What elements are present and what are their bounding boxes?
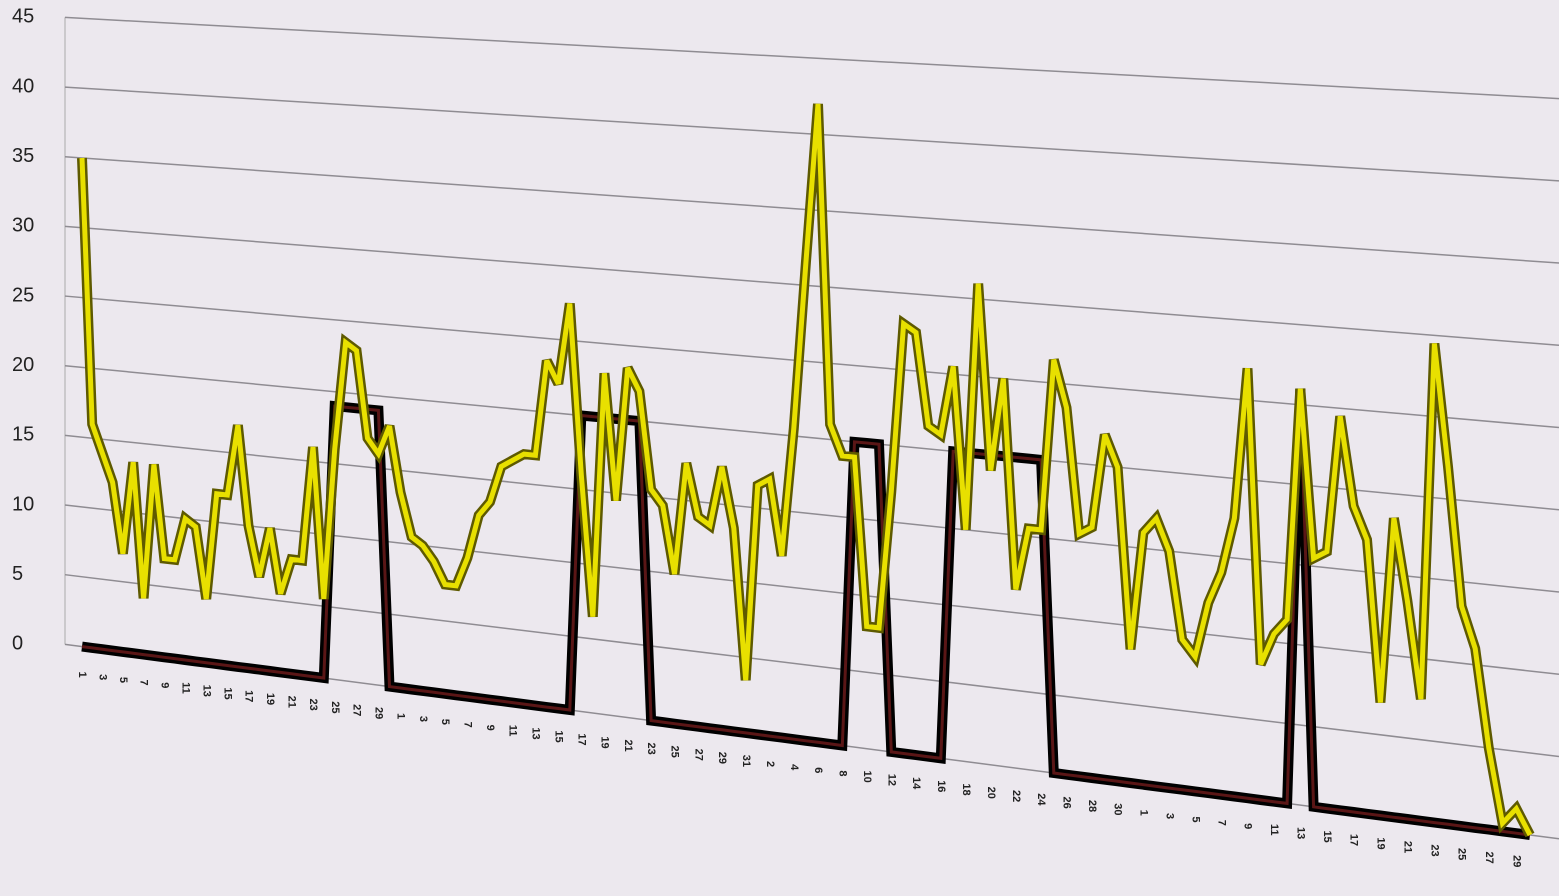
- x-tick-label: 4: [788, 764, 800, 771]
- x-tick-label: 18: [960, 783, 972, 795]
- x-tick-label: 7: [462, 722, 474, 728]
- x-tick-label: 29: [716, 752, 728, 764]
- x-tick-label: 27: [1483, 852, 1495, 864]
- x-tick-label: 27: [692, 749, 704, 761]
- x-tick-label: 23: [1428, 844, 1440, 856]
- x-tick-label: 30: [1112, 803, 1124, 815]
- x-tick-label: 17: [243, 690, 255, 702]
- x-tick-label: 1: [1137, 810, 1149, 816]
- x-tick-label: 5: [1189, 816, 1201, 822]
- x-tick-label: 3: [1163, 813, 1175, 819]
- x-tick-label: 13: [529, 727, 541, 739]
- y-tick-label: 35: [12, 145, 34, 167]
- x-tick-label: 1: [395, 713, 407, 719]
- x-tick-label: 9: [1242, 823, 1254, 829]
- x-tick-label: 11: [507, 725, 519, 737]
- x-tick-label: 16: [935, 780, 947, 792]
- x-tick-label: 3: [96, 674, 108, 680]
- y-tick-label: 25: [12, 284, 34, 306]
- y-tick-label: 10: [12, 493, 34, 515]
- x-tick-label: 21: [1401, 841, 1413, 853]
- x-tick-label: 7: [138, 680, 150, 686]
- x-tick-label: 5: [117, 677, 129, 683]
- x-tick-label: 14: [910, 777, 922, 790]
- x-tick-label: 25: [1456, 848, 1468, 860]
- x-tick-label: 11: [1268, 824, 1280, 836]
- line: [81, 388, 1531, 837]
- x-tick-label: 21: [285, 696, 297, 708]
- grid-line: [64, 16, 1559, 100]
- x-tick-label: 25: [329, 701, 341, 713]
- x-tick-label: 1: [76, 671, 88, 677]
- x-tick-label: 29: [373, 707, 385, 719]
- y-tick-label: 20: [12, 354, 34, 376]
- x-tick-label: 19: [599, 736, 611, 748]
- x-tick-label: 23: [307, 698, 319, 710]
- x-tick-label: 15: [1321, 830, 1333, 842]
- x-tick-label: 17: [575, 733, 587, 745]
- x-tick-label: 11: [179, 682, 191, 694]
- x-tick-label: 21: [622, 739, 634, 751]
- x-tick-label: 2: [764, 761, 776, 767]
- x-tick-label: 31: [740, 755, 752, 767]
- x-tick-label: 19: [1375, 837, 1387, 849]
- x-tick-label: 17: [1348, 834, 1360, 846]
- y-tick-label: 15: [12, 424, 34, 446]
- x-tick-label: 15: [552, 730, 564, 742]
- x-tick-label: 22: [1010, 790, 1022, 802]
- x-tick-label: 20: [985, 787, 997, 799]
- x-tick-label: 10: [861, 771, 873, 783]
- y-tick-label: 30: [12, 215, 34, 237]
- x-tick-label: 5: [439, 719, 451, 725]
- x-tick-label: 15: [221, 687, 233, 699]
- x-tick-label: 26: [1061, 797, 1073, 809]
- x-tick-label: 9: [484, 725, 496, 731]
- x-tick-label: 8: [836, 770, 848, 776]
- y-tick-label: 45: [12, 6, 34, 28]
- x-tick-label: 25: [669, 746, 681, 758]
- y-tick-label: 0: [12, 633, 23, 655]
- x-tick-label: 6: [812, 767, 824, 773]
- x-tick-label: 9: [158, 682, 170, 688]
- x-tick-label: 19: [264, 693, 276, 705]
- x-tick-label: 28: [1086, 800, 1098, 812]
- x-tick-label: 13: [1294, 827, 1306, 839]
- x-tick-label: 24: [1035, 793, 1047, 806]
- grid-line: [64, 295, 1559, 429]
- y-tick-label: 40: [12, 75, 34, 97]
- x-tick-label: 3: [417, 716, 429, 722]
- x-tick-label: 27: [351, 704, 363, 716]
- grid-line: [64, 225, 1559, 347]
- line: [79, 103, 1533, 837]
- x-tick-label: 7: [1215, 820, 1227, 826]
- x-tick-label: 29: [1510, 855, 1522, 867]
- x-tick-label: 12: [885, 774, 897, 786]
- x-tick-label: 23: [645, 742, 657, 754]
- y-tick-label: 5: [12, 563, 23, 585]
- x-tick-label: 13: [200, 685, 212, 697]
